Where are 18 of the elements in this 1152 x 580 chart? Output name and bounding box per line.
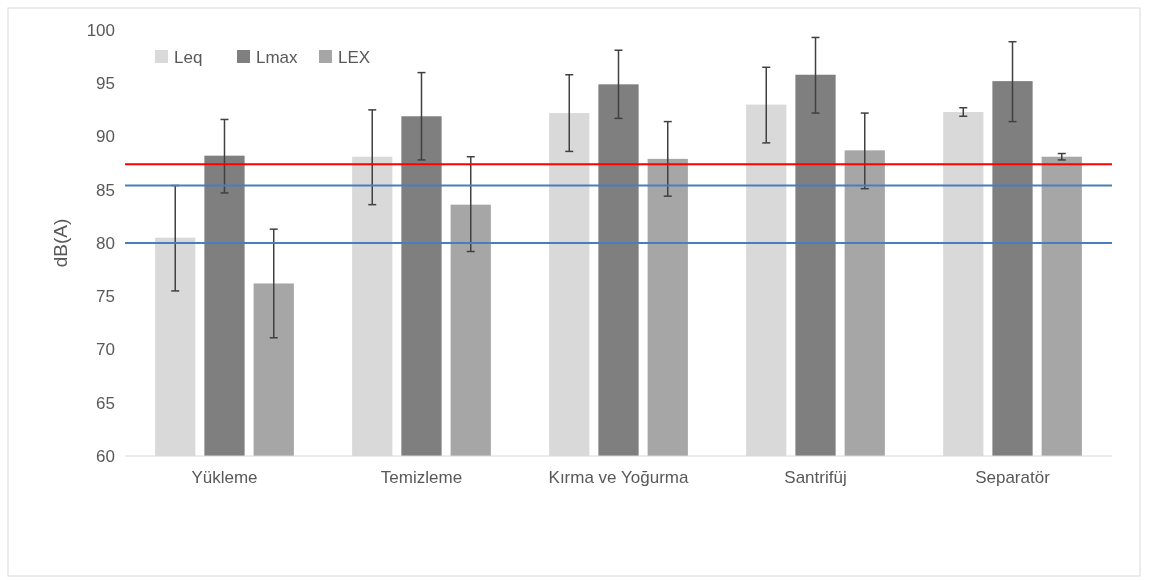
x-tick-label: Santrifüj: [784, 468, 847, 487]
y-tick-label: 70: [96, 340, 115, 360]
y-tick-label: 60: [96, 446, 115, 466]
y-tick-label: 90: [96, 127, 115, 147]
legend-label: Lmax: [256, 47, 299, 67]
x-tick-label: Kırma ve Yoğurma: [548, 468, 689, 487]
legend-label: LEX: [338, 47, 371, 67]
y-tick-label: 75: [96, 287, 115, 307]
y-tick-label: 85: [96, 180, 115, 200]
x-tick-label: Separatör: [975, 468, 1051, 487]
x-tick-label: Temizleme: [380, 468, 463, 487]
y-axis-title: dB(A): [50, 218, 71, 268]
y-tick-label: 95: [96, 74, 115, 94]
legend-label: Leq: [174, 47, 203, 67]
x-tick-label: Yükleme: [191, 468, 258, 487]
y-tick-label: 100: [86, 20, 115, 40]
y-tick-label: 80: [96, 233, 115, 253]
y-tick-label: 65: [96, 393, 115, 413]
